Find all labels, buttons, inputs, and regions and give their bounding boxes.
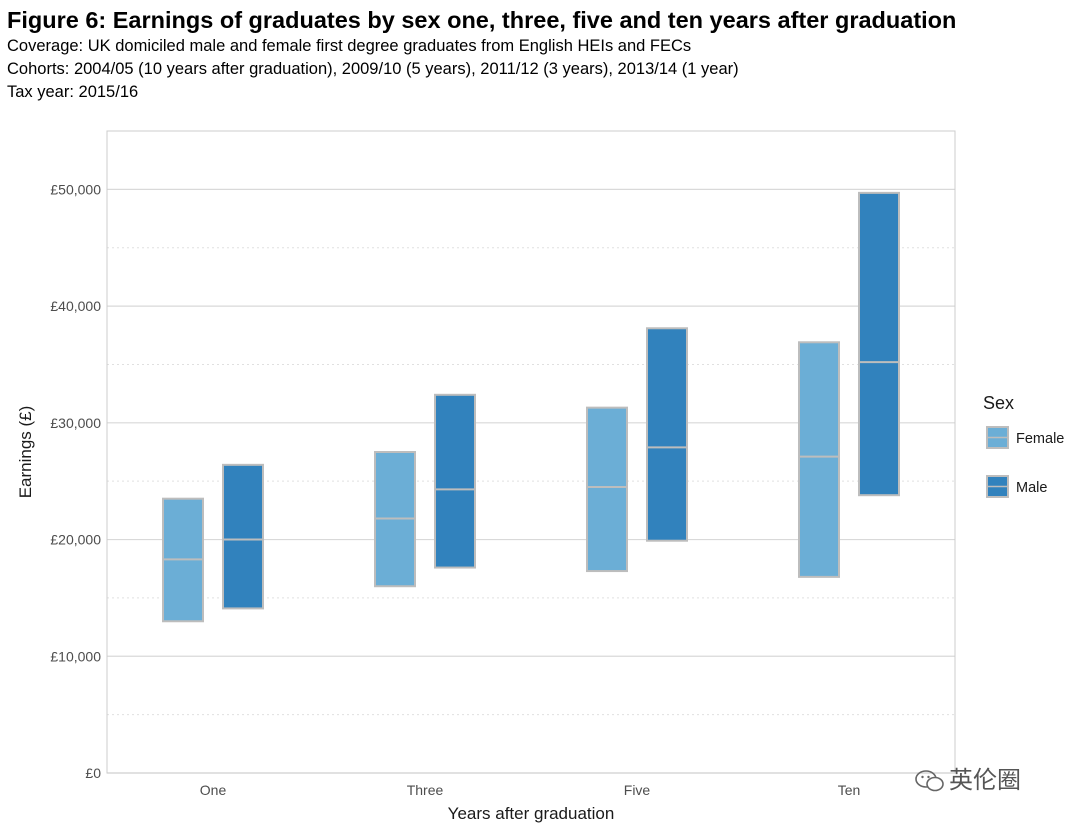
legend-title: Sex (983, 393, 1014, 413)
bar-male-three (434, 393, 476, 569)
watermark-text: 英伦圈 (949, 766, 1021, 794)
y-tick-label: £50,000 (50, 181, 101, 197)
x-tick-label: Three (407, 782, 444, 798)
x-tick-label: Five (624, 782, 651, 798)
legend: Sex Female Male (983, 393, 1064, 498)
y-axis-title: Earnings (£) (16, 406, 35, 499)
tax-year-subtitle: Tax year: 2015/16 (7, 83, 139, 101)
bar-male-five (646, 327, 688, 542)
x-tick-label: Ten (838, 782, 861, 798)
bar-female-ten (798, 341, 840, 578)
bars (162, 191, 900, 623)
y-tick-label: £40,000 (50, 298, 101, 314)
y-tick-label: £20,000 (50, 532, 101, 548)
x-axis-ticks: One Three Five Ten (200, 782, 861, 798)
x-tick-label: One (200, 782, 227, 798)
y-axis-ticks: £0 £10,000 £20,000 £30,000 £40,000 £50,000 (50, 181, 101, 781)
y-tick-label: £0 (85, 765, 101, 781)
bar-male-ten (858, 191, 900, 497)
bar-female-five (586, 406, 628, 573)
wechat-logo-icon (915, 770, 944, 792)
chart-title: Figure 6: Earnings of graduates by sex o… (7, 7, 957, 33)
plot-panel-border (106, 130, 956, 774)
y-tick-label: £10,000 (50, 648, 101, 664)
y-tick-label: £30,000 (50, 415, 101, 431)
x-axis-title: Years after graduation (448, 804, 615, 823)
bar-male-one (222, 463, 264, 610)
watermark: 英伦圈 (915, 760, 1021, 795)
legend-label-female: Female (1016, 431, 1064, 447)
legend-label-male: Male (1016, 480, 1047, 496)
coverage-subtitle: Coverage: UK domiciled male and female f… (7, 37, 692, 55)
cohorts-subtitle: Cohorts: 2004/05 (10 years after graduat… (7, 60, 739, 78)
